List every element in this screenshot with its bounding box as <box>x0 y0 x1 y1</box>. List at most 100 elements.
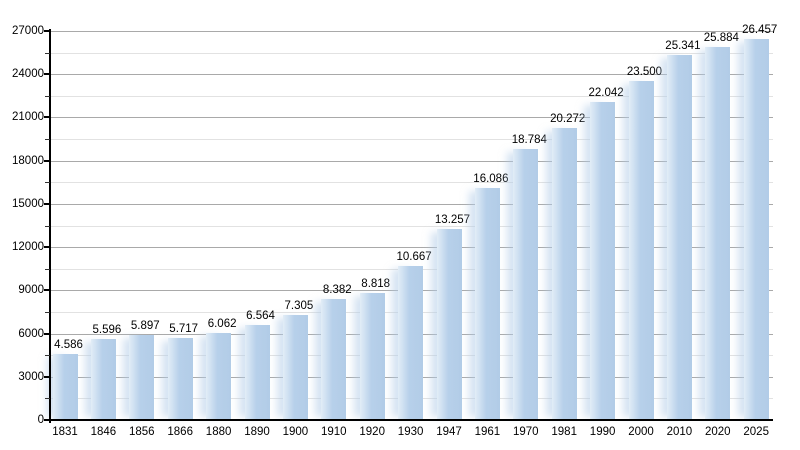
y-tick-minor <box>45 52 50 54</box>
y-tick-minor <box>45 225 50 227</box>
bar-1890 <box>244 325 270 420</box>
y-tick-major <box>44 246 50 249</box>
x-axis-label-2020: 2020 <box>705 426 731 438</box>
value-label-1961: 16.086 <box>473 173 509 186</box>
y-axis-tick-label: 27000 <box>12 25 44 37</box>
x-axis-label-1981: 1981 <box>551 426 577 438</box>
y-axis-tick-label: 15000 <box>12 197 44 210</box>
x-axis-label-2000: 2000 <box>628 426 654 438</box>
bar-2020 <box>705 47 731 420</box>
gridline-minor <box>50 52 773 54</box>
value-label-2025: 26.457 <box>742 23 778 36</box>
value-label-1856: 5.897 <box>130 320 160 333</box>
bar-1990 <box>590 102 616 420</box>
y-axis-tick-label: 9000 <box>18 284 44 297</box>
bar-1930 <box>398 266 424 420</box>
y-tick-major <box>44 116 50 119</box>
y-tick-minor <box>45 95 50 97</box>
y-tick-major <box>44 202 50 205</box>
bar-1970 <box>513 149 539 420</box>
value-label-1970: 18.784 <box>511 134 547 147</box>
x-axis-label-1990: 1990 <box>589 426 616 438</box>
bar-1856 <box>129 335 155 420</box>
y-axis-tick-label: 6000 <box>18 327 44 340</box>
y-tick-minor <box>45 398 50 400</box>
x-axis-label-1947: 1947 <box>436 426 462 438</box>
x-axis-label-1920: 1920 <box>359 426 385 438</box>
y-tick-minor <box>45 355 50 357</box>
x-axis-label-1856: 1856 <box>129 426 155 438</box>
gridline-minor <box>50 182 773 184</box>
value-label-1900: 7.305 <box>284 299 314 312</box>
y-tick-major <box>44 159 50 162</box>
value-label-1947: 13.257 <box>434 214 471 227</box>
x-axis-label-1890: 1890 <box>244 426 270 438</box>
value-label-1880: 6.062 <box>207 317 237 330</box>
bar-2010 <box>666 54 692 420</box>
gridline-minor <box>50 139 773 141</box>
y-tick-major <box>44 419 50 421</box>
x-axis-line <box>46 419 773 421</box>
gridline-minor <box>50 95 773 97</box>
bar-1981 <box>551 127 577 420</box>
x-axis-label-1930: 1930 <box>397 426 424 438</box>
gridline-major <box>50 247 773 249</box>
y-axis-tick-label: 3000 <box>18 370 44 383</box>
value-label-1910: 8.382 <box>322 284 352 297</box>
x-axis-label-1866: 1866 <box>167 426 193 438</box>
value-label-1920: 8.818 <box>361 277 391 290</box>
y-axis-line <box>49 29 51 423</box>
x-axis-label-1900: 1900 <box>282 426 309 438</box>
y-tick-minor <box>45 268 50 270</box>
y-tick-minor <box>45 182 50 184</box>
y-tick-major <box>44 375 50 378</box>
gridline-major <box>50 160 773 162</box>
y-axis-tick-label: 0 <box>37 414 44 426</box>
x-axis-label-2010: 2010 <box>666 426 693 438</box>
gridline-major <box>50 117 773 119</box>
plot-area: 4.586 5.596 5.897 5.717 6.062 6.564 7.305 8.382… <box>50 24 777 420</box>
y-tick-major <box>44 73 50 76</box>
gridline-major <box>50 74 773 76</box>
y-tick-major <box>44 30 50 32</box>
x-axis-label-1961: 1961 <box>474 426 501 438</box>
bar-1866 <box>167 337 193 420</box>
y-tick-major <box>44 332 50 335</box>
bar-1846 <box>90 339 116 420</box>
x-axis-label-1831: 1831 <box>52 426 78 438</box>
y-axis-tick-label: 24000 <box>12 68 44 81</box>
value-label-2000: 23.500 <box>626 66 663 79</box>
x-axis-label-1970: 1970 <box>513 426 539 438</box>
gridline-minor <box>50 225 773 227</box>
value-label-1831: 4.586 <box>54 338 83 351</box>
x-axis-label-1880: 1880 <box>205 426 232 438</box>
x-axis-label-1846: 1846 <box>90 426 117 438</box>
value-label-2010: 25.341 <box>665 39 701 52</box>
value-label-1930: 10.667 <box>396 251 432 264</box>
y-axis-tick-label: 21000 <box>12 111 44 124</box>
value-label-1890: 6.564 <box>246 310 275 323</box>
value-label-1981: 20.272 <box>550 112 586 125</box>
y-tick-minor <box>45 311 50 313</box>
bar-1900 <box>282 314 308 420</box>
gridline-major <box>50 31 773 32</box>
bar-2000 <box>628 81 654 420</box>
bar-1920 <box>359 292 385 420</box>
y-tick-minor <box>45 139 50 141</box>
value-label-1866: 5.717 <box>169 322 199 335</box>
bar-1831 <box>52 353 78 420</box>
y-tick-major <box>44 289 50 292</box>
gridline-major <box>50 203 773 205</box>
bar-2025 <box>743 38 769 420</box>
x-axis-label-1910: 1910 <box>321 426 347 438</box>
bar-1961 <box>474 188 500 420</box>
value-label-1990: 22.042 <box>588 87 624 100</box>
x-axis-label-2025: 2025 <box>743 426 769 438</box>
y-axis-tick-label: 12000 <box>12 241 44 254</box>
y-axis-tick-label: 18000 <box>12 154 44 167</box>
bar-1947 <box>436 229 462 420</box>
value-label-2020: 25.884 <box>703 32 739 45</box>
bar-1880 <box>206 332 232 420</box>
bar-1910 <box>321 299 347 420</box>
